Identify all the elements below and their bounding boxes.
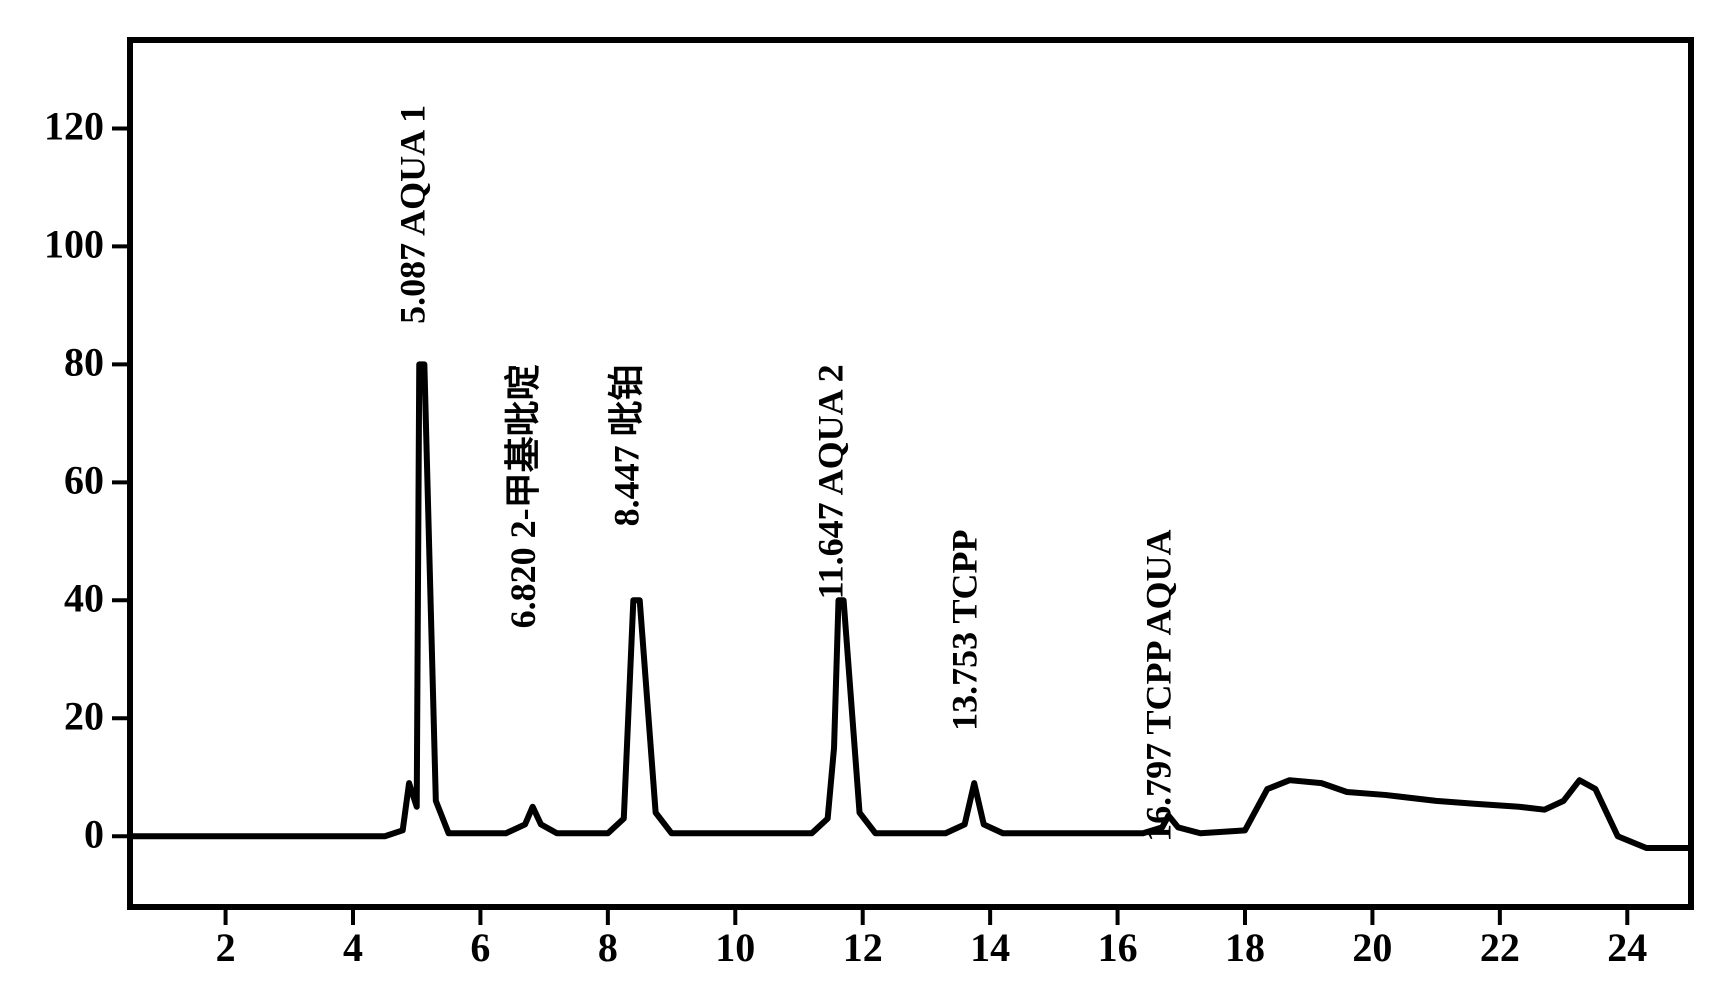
peak-label: 8.447 吡铂 — [607, 364, 647, 526]
y-tick-label: 100 — [44, 222, 104, 267]
x-tick-label: 2 — [216, 925, 236, 970]
y-tick-label: 0 — [84, 811, 104, 856]
y-tick-label: 60 — [64, 458, 104, 503]
plot-frame — [130, 40, 1691, 907]
x-tick-label: 20 — [1352, 925, 1392, 970]
y-tick-label: 120 — [44, 104, 104, 149]
peak-label: 5.087 AQUA 1 — [393, 105, 433, 324]
peak-label: 11.647 AQUA 2 — [810, 364, 850, 599]
x-tick-label: 4 — [343, 925, 363, 970]
peak-label: 6.820 2-甲基吡啶 — [503, 364, 543, 628]
peak-label: 13.753 TCPP — [945, 530, 985, 731]
x-tick-label: 16 — [1098, 925, 1138, 970]
peak-label: 16.797 TCPP AQUA — [1139, 530, 1179, 842]
y-tick-label: 80 — [64, 340, 104, 385]
x-tick-label: 12 — [843, 925, 883, 970]
chromatogram-chart: 020406080100120246810121416182022245.087… — [0, 0, 1731, 1007]
chromatogram-trace — [130, 364, 1691, 848]
x-tick-label: 14 — [970, 925, 1010, 970]
chart-svg: 020406080100120246810121416182022245.087… — [0, 0, 1731, 1007]
x-tick-label: 10 — [715, 925, 755, 970]
x-tick-label: 6 — [470, 925, 490, 970]
y-tick-label: 40 — [64, 575, 104, 620]
x-tick-label: 22 — [1480, 925, 1520, 970]
x-tick-label: 24 — [1607, 925, 1647, 970]
x-tick-label: 18 — [1225, 925, 1265, 970]
x-tick-label: 8 — [598, 925, 618, 970]
y-tick-label: 20 — [64, 693, 104, 738]
